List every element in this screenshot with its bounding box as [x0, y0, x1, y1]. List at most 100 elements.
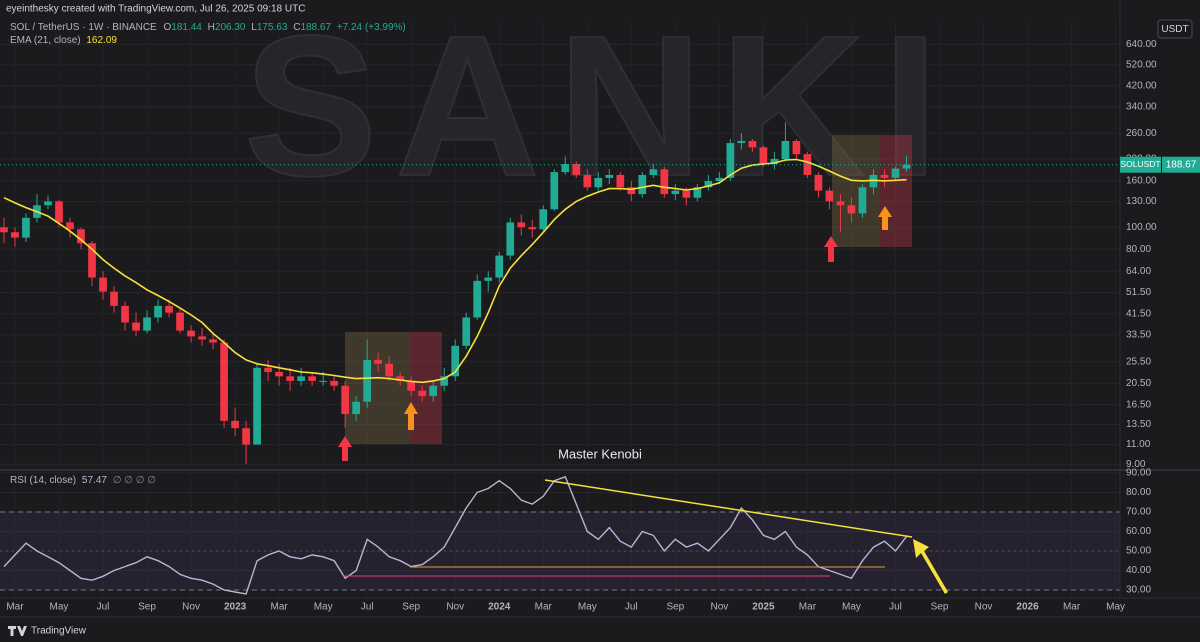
y-tick-label: 25.50	[1126, 356, 1151, 367]
candle-body	[121, 305, 129, 323]
candle-body	[484, 277, 493, 281]
candle-body	[847, 205, 856, 214]
candle-body	[11, 232, 19, 238]
candle-body	[165, 305, 173, 313]
x-tick-label: Jul	[625, 602, 638, 613]
price-tag: 188.67	[1166, 159, 1197, 170]
candle-body	[429, 385, 438, 397]
x-tick-label: Jul	[361, 602, 374, 613]
x-tick-label: Sep	[666, 602, 684, 613]
candle-body	[396, 376, 405, 381]
candle-body	[737, 141, 746, 144]
y-tick-label: 420.00	[1126, 81, 1157, 92]
candle-body	[55, 201, 63, 223]
candle-body	[506, 222, 515, 256]
candle-body	[407, 380, 416, 391]
x-tick-label: Mar	[1063, 602, 1081, 613]
y-tick-label: 9.00	[1126, 459, 1146, 470]
y-tick-label: 60.00	[1126, 526, 1151, 537]
y-tick-label: 64.00	[1126, 266, 1151, 277]
candle-body	[176, 312, 184, 331]
candle-body	[649, 169, 658, 175]
rsi-legend: RSI (14, close) 57.47 ∅ ∅ ∅ ∅	[10, 475, 156, 486]
trend-line	[544, 479, 913, 538]
candle-body	[462, 317, 471, 346]
x-tick-label: Nov	[182, 602, 200, 613]
candle-body	[858, 187, 867, 214]
arrow-up	[878, 206, 892, 230]
symbol-tag-box	[1120, 156, 1161, 173]
candle-body	[539, 209, 548, 230]
candle-body	[660, 169, 669, 195]
marks	[0, 122, 1120, 595]
ohlc-value: 206.30	[215, 22, 246, 33]
candle-body	[605, 174, 614, 178]
candle-body	[704, 180, 713, 188]
ema-legend: EMA (21, close) 162.09	[10, 35, 117, 46]
candle-body	[726, 143, 735, 178]
arrow-up	[404, 402, 418, 430]
currency[interactable]: USDT	[1161, 24, 1188, 35]
candle-body	[77, 229, 85, 244]
candle-body	[451, 345, 460, 377]
candle-body	[561, 164, 570, 173]
candle-body	[187, 330, 195, 337]
x-tick-label: Nov	[975, 602, 993, 613]
candle-body	[473, 280, 482, 318]
y-tick-label: 41.50	[1126, 308, 1151, 319]
candle-body	[748, 141, 757, 148]
candle-body	[330, 380, 339, 386]
candle-body	[88, 243, 96, 278]
candle-body	[814, 174, 823, 191]
x-tick-label: 2024	[488, 602, 511, 613]
x-tick-label: 2023	[224, 602, 247, 613]
rsi-label: RSI (14, close)	[10, 475, 76, 486]
header-text: eyeinthesky created with TradingView.com…	[6, 4, 305, 15]
candle-body	[374, 359, 383, 364]
x-tick-label: Jul	[97, 602, 110, 613]
candle-body	[231, 420, 239, 429]
y-tick-label: 30.00	[1126, 585, 1151, 596]
candle-body	[803, 154, 812, 175]
price-tag-box	[1162, 156, 1200, 173]
candle-body	[869, 174, 878, 188]
candle-body	[253, 367, 261, 445]
ohlc-key: C	[293, 22, 300, 33]
symbol: SOL / TetherUS · 1W · BINANCE	[10, 22, 157, 33]
candle-body	[418, 390, 427, 397]
footer-text: TradingView	[31, 626, 87, 637]
zone-box	[880, 135, 912, 247]
candle-body	[286, 376, 294, 381]
currency-box[interactable]	[1157, 19, 1193, 39]
candle-body	[682, 190, 691, 198]
annotation-boxes	[345, 135, 912, 444]
rsi-extra: ∅ ∅ ∅ ∅	[113, 475, 156, 486]
candle-body	[143, 317, 151, 331]
rsi-drawings	[343, 479, 948, 594]
y-tick-label: 20.50	[1126, 378, 1151, 389]
candle-body	[198, 336, 206, 340]
ohlc-value: 175.63	[257, 22, 288, 33]
candle-body	[440, 376, 449, 386]
candle-body	[264, 367, 272, 372]
candle-body	[671, 190, 680, 195]
y-tick-label: 90.00	[1126, 468, 1151, 479]
candle-body	[352, 401, 361, 415]
candle-body	[66, 222, 74, 230]
candle-body	[495, 255, 504, 278]
ohlc-value: 188.67	[300, 22, 331, 33]
footer: TradingView	[8, 626, 87, 637]
candle-body	[308, 376, 316, 381]
candle-body	[132, 322, 140, 331]
y-tick-label: 340.00	[1126, 101, 1157, 112]
logo	[8, 626, 27, 636]
candle-body	[385, 363, 394, 377]
annotation-text: Master Kenobi	[558, 446, 642, 461]
x-tick-label: Mar	[6, 602, 24, 613]
y-tick-label: 50.00	[1126, 546, 1151, 557]
y-tick-label: 130.00	[1126, 196, 1157, 207]
x-tick-label: May	[842, 602, 861, 613]
candle-body	[627, 187, 636, 195]
y-tick-label: 260.00	[1126, 128, 1157, 139]
